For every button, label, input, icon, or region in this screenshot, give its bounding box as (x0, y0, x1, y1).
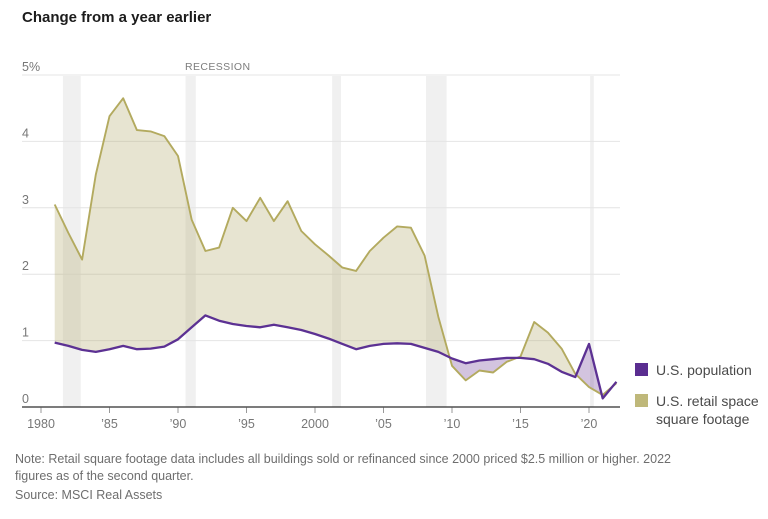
x-tick-label: ’10 (444, 417, 461, 431)
y-tick-label: 4 (22, 126, 29, 140)
y-tick-label: 1 (22, 326, 29, 340)
legend-label-retail: U.S. retail space square footage (656, 393, 759, 427)
recession-label: RECESSION (185, 61, 251, 73)
y-tick-label: 3 (22, 193, 29, 207)
legend-item-retail: U.S. retail space square footage (635, 392, 768, 428)
y-tick-label: 5% (22, 60, 40, 74)
x-tick-label: ’05 (375, 417, 392, 431)
x-tick-label: ’95 (238, 417, 255, 431)
population-swatch-icon (635, 363, 648, 376)
x-tick-label: ’15 (512, 417, 529, 431)
y-tick-label: 0 (22, 392, 29, 406)
x-tick-label: ’85 (101, 417, 118, 431)
recession-band (332, 76, 341, 407)
legend: U.S. population U.S. retail space square… (635, 361, 768, 428)
x-tick-label: ’20 (581, 417, 598, 431)
legend-item-population: U.S. population (635, 361, 768, 379)
recession-band (590, 76, 594, 407)
source-text: Source: MSCI Real Assets (15, 488, 163, 502)
chart-title: Change from a year earlier (22, 9, 212, 26)
x-tick-label: 2000 (301, 417, 329, 431)
x-tick-label: 1980 (27, 417, 55, 431)
population-line (54, 314, 618, 400)
recession-band (426, 76, 447, 407)
y-tick-label: 2 (22, 259, 29, 273)
note-line-2: figures as of the second quarter. (15, 468, 194, 483)
note-line-1: Note: Retail square footage data include… (15, 452, 671, 466)
note-block: Note: Retail square footage data include… (15, 451, 760, 504)
retail-swatch-icon (635, 394, 648, 407)
x-tick-label: ’90 (170, 417, 187, 431)
retail-above-fill (54, 98, 613, 399)
retail-space-line (53, 97, 618, 396)
recession-band (185, 76, 196, 407)
legend-label-population: U.S. population (656, 362, 752, 378)
